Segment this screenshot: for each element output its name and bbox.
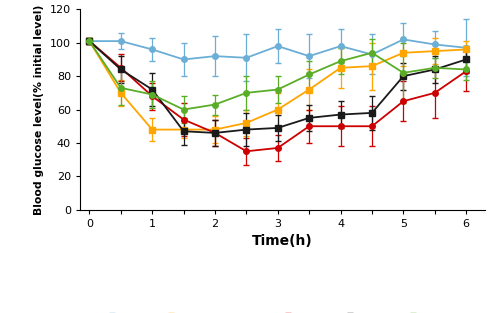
Y-axis label: Blood glucose level(% initial level): Blood glucose level(% initial level): [34, 4, 44, 215]
Legend: control, INS- subcutaneous, 3mg/ml, 4mg/ml, 5mg/ml: control, INS- subcutaneous, 3mg/ml, 4mg/…: [101, 311, 464, 313]
X-axis label: Time(h): Time(h): [252, 234, 313, 248]
